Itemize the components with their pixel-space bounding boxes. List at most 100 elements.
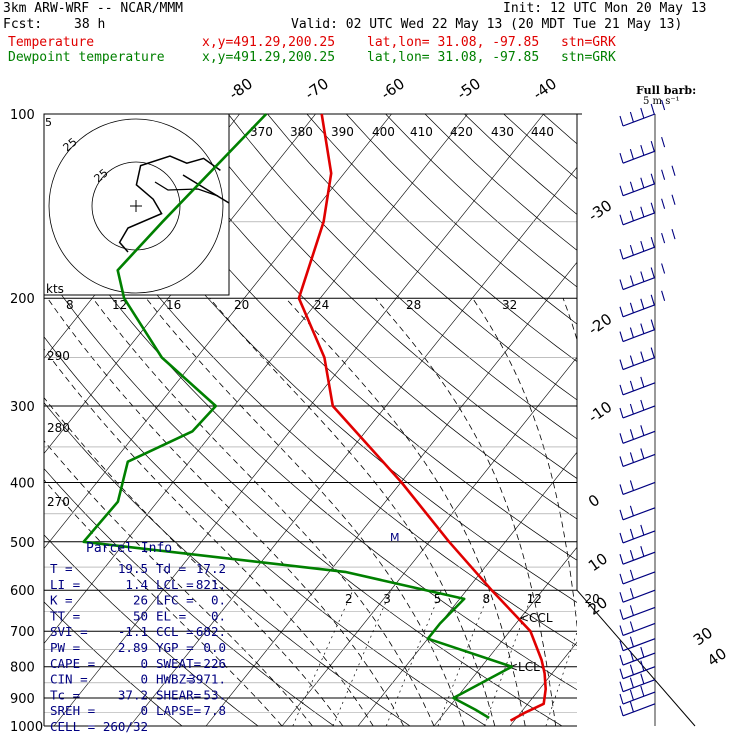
mixing-ratio-line (332, 590, 392, 726)
parcel-key: K = (50, 593, 73, 608)
barb-flag (619, 509, 624, 520)
legend-dewpoint-latlon: lat,lon= 31.08, -97.85 (367, 50, 540, 65)
barb-flag (629, 605, 634, 616)
parcel-key: SVI = (50, 624, 88, 639)
parcel-value: 50 (133, 608, 148, 623)
barb-flag (619, 668, 624, 679)
barb-flag (671, 194, 676, 205)
dry-adiabat (44, 336, 487, 726)
barb-staff (622, 606, 656, 620)
barb-staff (622, 212, 656, 226)
wind-barb (619, 660, 656, 680)
temperature-profile (297, 113, 547, 722)
pressure-label: 700 (10, 625, 35, 640)
dry-adiabat (44, 601, 183, 726)
barb-flag (640, 298, 645, 309)
barb-flag (629, 403, 634, 415)
theta-label-top: 390 (331, 125, 354, 139)
wind-barb (619, 228, 676, 260)
theta-label-left: 270 (47, 495, 70, 509)
wind-barb (619, 165, 676, 197)
isotherm-label-top: -80 (226, 74, 256, 103)
hodo-speed-label: 16 (166, 298, 181, 312)
barb-staff (622, 382, 656, 396)
parcel-value: 682. (196, 624, 226, 639)
barb-flag (640, 524, 645, 536)
dry-adiabat (70, 114, 577, 603)
barb-flag (629, 550, 634, 561)
barb-flag (650, 103, 655, 115)
parcel-value: 226 (203, 656, 226, 671)
barb-flag (629, 621, 634, 632)
hodo-speed-label: 24 (314, 298, 329, 312)
isotherm-label-right: 0 (585, 491, 603, 511)
isotherm-label-right: -20 (585, 310, 615, 339)
mixing-ratio-label: 8 (483, 592, 491, 606)
pressure-label: 400 (10, 476, 35, 491)
parcel-value: 260/32 (103, 719, 148, 734)
barb-flag (650, 202, 655, 213)
wind-barb (619, 263, 666, 291)
wind-barb (619, 569, 656, 585)
barb-flag (619, 681, 624, 692)
parcel-value: 37.2 (118, 687, 148, 702)
wind-barb (619, 448, 656, 468)
barb-staff (622, 691, 656, 705)
model-title: 3km ARW-WRF -- NCAR/MMM (3, 1, 184, 16)
parcel-key: SWEAT= (156, 656, 201, 671)
isotherm-line (129, 166, 577, 726)
parcel-value: 0.0 (203, 640, 226, 655)
barb-staff (622, 652, 656, 666)
theta-label-top: 430 (491, 125, 514, 139)
barb-staff (622, 183, 656, 197)
barb-staff (622, 638, 656, 652)
forecast-hour: 38 h (74, 17, 106, 32)
dry-adiabat (227, 114, 577, 440)
barb-flag (619, 532, 624, 544)
barb-staff (622, 356, 656, 371)
barb-flag (650, 236, 655, 248)
isotherm-label-top: -40 (530, 74, 560, 103)
barb-staff (622, 430, 656, 444)
barb-flag (629, 677, 634, 688)
pressure-label: 800 (10, 661, 35, 676)
theta-label-left: 290 (47, 349, 70, 363)
valid-time: Valid: 02 UTC Wed 22 May 13 (20 MDT Tue … (291, 17, 683, 32)
isotherm-label-right: 30 (690, 624, 716, 650)
parcel-key: YGP = (156, 640, 194, 655)
pressure-label: 600 (10, 584, 35, 599)
pressure-label: 200 (10, 292, 35, 307)
barb-flag (629, 327, 634, 338)
parcel-value: 7.8 (203, 703, 226, 718)
barb-flag (629, 701, 634, 712)
barb-staff (622, 589, 656, 603)
dry-adiabat (149, 114, 577, 520)
wind-barb (619, 546, 656, 565)
barb-flag (661, 169, 666, 180)
parcel-key: LI = (50, 577, 80, 592)
wind-barb (619, 685, 656, 705)
parcel-key: SHEAR= (156, 687, 201, 702)
barb-staff (622, 150, 656, 164)
wind-barb (619, 701, 656, 717)
barb-staff (622, 246, 656, 260)
barb-flag (650, 173, 655, 184)
parcel-value: 26 (133, 593, 148, 608)
barb-flag (619, 456, 624, 467)
mixing-ratio-label: 12 (527, 592, 542, 606)
wind-barb (619, 646, 656, 666)
barb-flag (640, 646, 645, 658)
barb-flag (640, 546, 645, 557)
barb-flag (619, 115, 624, 127)
barb-flag (629, 148, 634, 160)
wind-legend-title: Full barb: (636, 84, 696, 97)
barb-flag (629, 302, 634, 313)
barb-flag (640, 206, 645, 217)
barb-flag (629, 664, 634, 675)
barb-flag (619, 359, 624, 370)
hodo-speed-label: 28 (406, 298, 421, 312)
theta-label-left: 280 (47, 421, 70, 435)
barb-staff (622, 304, 656, 318)
moist-adiabat (47, 297, 404, 726)
barb-staff (622, 571, 656, 585)
